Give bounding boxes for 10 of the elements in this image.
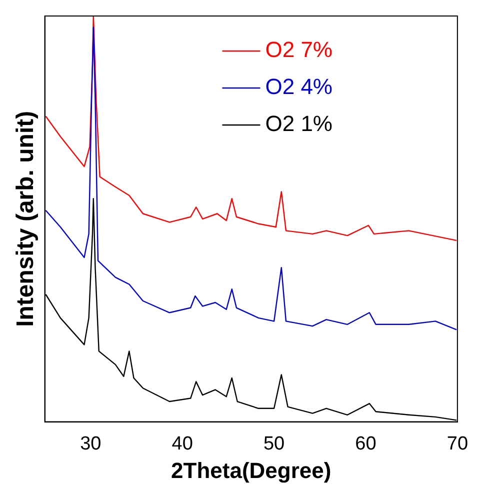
x-tick-label: 60 [355, 433, 376, 454]
x-tick-label: 30 [80, 433, 102, 454]
legend-label: O2 1% [265, 111, 332, 136]
x-tick-label: 50 [263, 433, 285, 454]
y-axis-title: Intensity (arb. unit) [12, 110, 40, 327]
legend-label: O2 7% [265, 37, 332, 62]
legend-label: O2 4% [265, 74, 332, 100]
x-axis-title: 2Theta(Degree) [171, 458, 332, 483]
x-tick-label: 70 [446, 433, 468, 454]
x-tick-label: 40 [172, 433, 193, 454]
